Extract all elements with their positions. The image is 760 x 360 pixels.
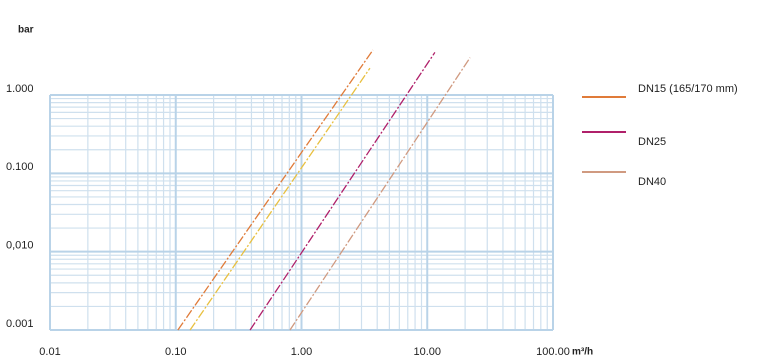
x-tick-label: 100.00: [536, 346, 570, 358]
x-tick-label: 10.00: [413, 346, 441, 358]
legend-label: DN15 (165/170 mm): [638, 83, 738, 95]
x-tick-label: 0.10: [165, 346, 186, 358]
x-axis-label: m³/h: [572, 347, 593, 358]
series-line: [289, 57, 471, 331]
y-tick-label: 0.100: [6, 161, 34, 173]
series-line: [177, 49, 374, 331]
y-tick-label: 1.000: [6, 83, 34, 95]
legend-label: DN40: [638, 176, 666, 188]
series-line: [189, 67, 371, 331]
y-tick-label: 0,010: [6, 240, 34, 252]
y-tick-label: 0.001: [6, 318, 34, 330]
x-tick-label: 0.01: [39, 346, 60, 358]
legend-label: DN25: [638, 136, 666, 148]
x-tick-label: 1.00: [291, 346, 312, 358]
series-line: [249, 52, 436, 331]
y-axis-label: bar: [18, 25, 34, 36]
